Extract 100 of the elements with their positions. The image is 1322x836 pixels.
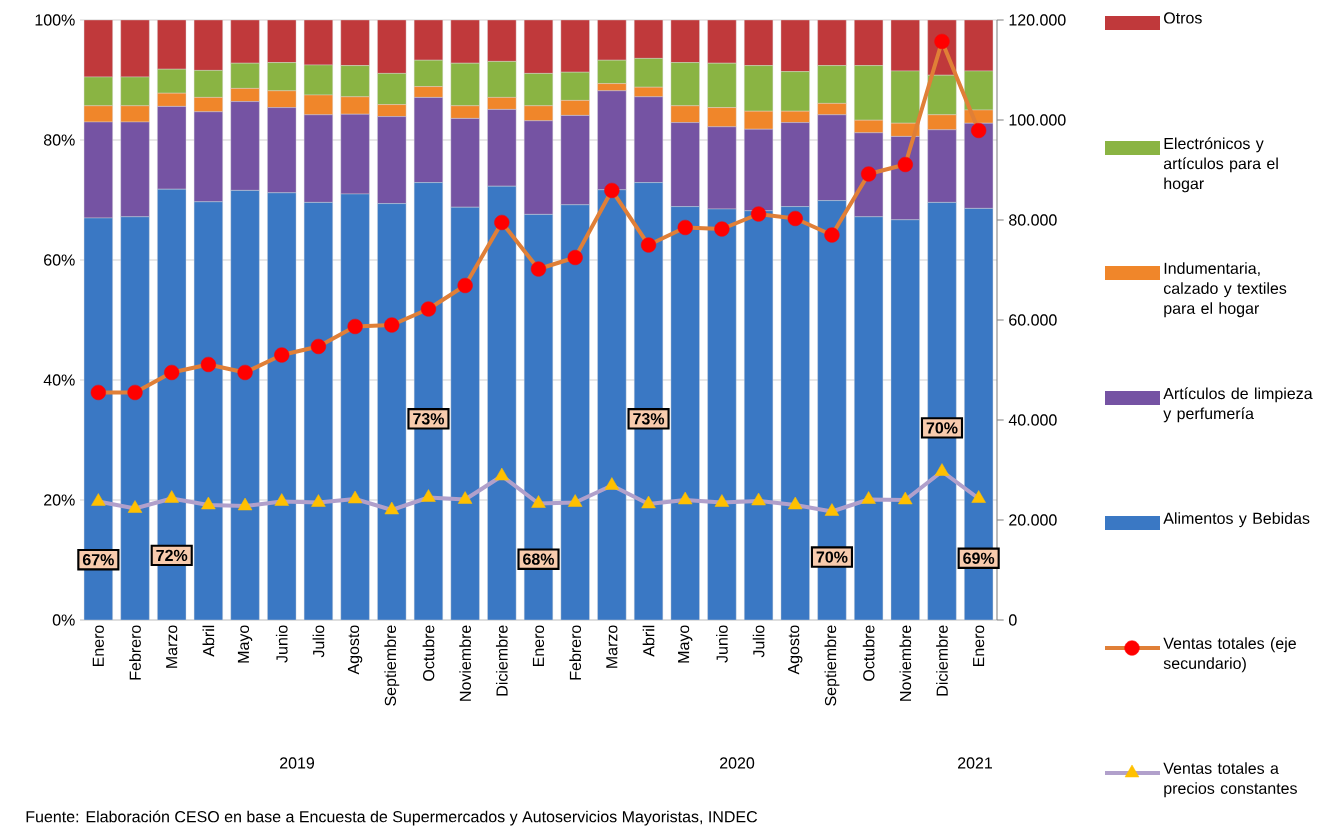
x-tick-label: Julio (752, 625, 765, 658)
bar (744, 210, 774, 620)
point (567, 494, 583, 507)
x-tick-label: Agosto (347, 625, 363, 675)
bar (560, 19, 590, 73)
point (787, 210, 803, 227)
bar (340, 19, 370, 66)
bar (230, 19, 260, 64)
y-tick-label: 80% (43, 134, 75, 146)
point (421, 489, 436, 502)
point (824, 503, 840, 516)
bar (340, 193, 370, 620)
point (714, 494, 730, 507)
point (641, 495, 656, 509)
x-tick-label: Marzo (166, 625, 178, 668)
point (127, 500, 143, 513)
bar (964, 19, 994, 72)
x-tick-label: Abril (642, 625, 655, 657)
point (898, 491, 913, 505)
bar (487, 19, 517, 62)
legend-label: Electrónicos y artículos para el hogar (1163, 137, 1278, 193)
bar (707, 19, 737, 64)
x-tick-label: Julio (312, 625, 325, 658)
point (677, 219, 693, 236)
point (457, 277, 473, 294)
point (971, 490, 986, 503)
bar (890, 219, 920, 620)
bar (193, 201, 223, 620)
bar (120, 216, 150, 620)
x-tick-label: Enero (532, 625, 545, 667)
y2-tick-label: 120.000 (1009, 14, 1066, 26)
x-tick-label: Octubre (862, 625, 875, 681)
bar (267, 19, 297, 63)
x-tick-label: Diciembre (936, 625, 948, 696)
legend-label: Ventas totales (eje secundario) (1163, 637, 1296, 673)
bar (230, 190, 260, 620)
bar (854, 19, 884, 66)
bar (560, 204, 590, 620)
data-label: 68% (523, 553, 555, 565)
bar (707, 208, 737, 620)
bar (670, 206, 700, 620)
legend-label: Alimentos y Bebidas (1163, 512, 1310, 528)
x-tick-label: Mayo (237, 625, 253, 663)
point (274, 347, 290, 363)
bar (83, 19, 113, 78)
y-tick-label: 20% (44, 494, 75, 506)
legend-label: Ventas totales a precios constantes (1163, 762, 1297, 798)
bar (597, 19, 627, 61)
data-label: 70% (816, 551, 848, 563)
y2-tick-label: 80.000 (1009, 214, 1057, 226)
point (347, 490, 363, 504)
bar (120, 19, 150, 78)
y2-tick-label: 100.000 (1009, 114, 1066, 126)
point (384, 317, 400, 333)
point (310, 338, 327, 355)
point (91, 493, 106, 506)
bar (854, 216, 884, 620)
point (164, 364, 180, 381)
x-tick-label: Febrero (129, 625, 141, 680)
point (311, 494, 326, 507)
point (897, 156, 913, 173)
bar (817, 19, 847, 66)
source-note: Fuente: Elaboración CESO en base a Encuesta de Supermercados y Autoservicios Mayoristas, INDEC (26, 810, 758, 826)
x-tick-label: Febrero (569, 625, 582, 680)
point (274, 493, 289, 506)
bar (413, 19, 443, 61)
bar (670, 19, 700, 63)
y2-tick-label: 20.000 (1009, 514, 1057, 526)
x-tick-label: Noviembre (459, 625, 472, 701)
point (494, 467, 510, 481)
legend-label: Otros (1164, 12, 1202, 24)
point (494, 214, 510, 231)
point (420, 301, 437, 317)
legend-label: Indumentaria, calzado y textiles para el hogar (1163, 262, 1287, 318)
data-label: 73% (633, 413, 665, 425)
bar (377, 203, 407, 620)
legend-label: Artículos de limpieza y perfumería (1163, 387, 1313, 423)
data-label: 72% (156, 549, 188, 562)
point (751, 492, 766, 506)
bar (303, 19, 333, 66)
point (678, 491, 693, 505)
bar (780, 19, 810, 72)
point (934, 463, 950, 476)
point (567, 249, 583, 266)
point (714, 221, 730, 237)
y-tick-label: 60% (44, 254, 75, 266)
data-label: 73% (413, 413, 445, 425)
bar (487, 185, 517, 620)
point (384, 501, 399, 515)
point (237, 364, 253, 381)
bar (890, 19, 920, 72)
point (90, 384, 106, 401)
point (201, 496, 216, 510)
x-tick-label: Septiembre (824, 625, 840, 706)
y-tick-label: 40% (43, 374, 75, 386)
point (164, 490, 179, 503)
point (457, 491, 473, 504)
point (861, 491, 876, 504)
point (788, 496, 803, 510)
y2-tick-label: 60.000 (1009, 314, 1057, 326)
